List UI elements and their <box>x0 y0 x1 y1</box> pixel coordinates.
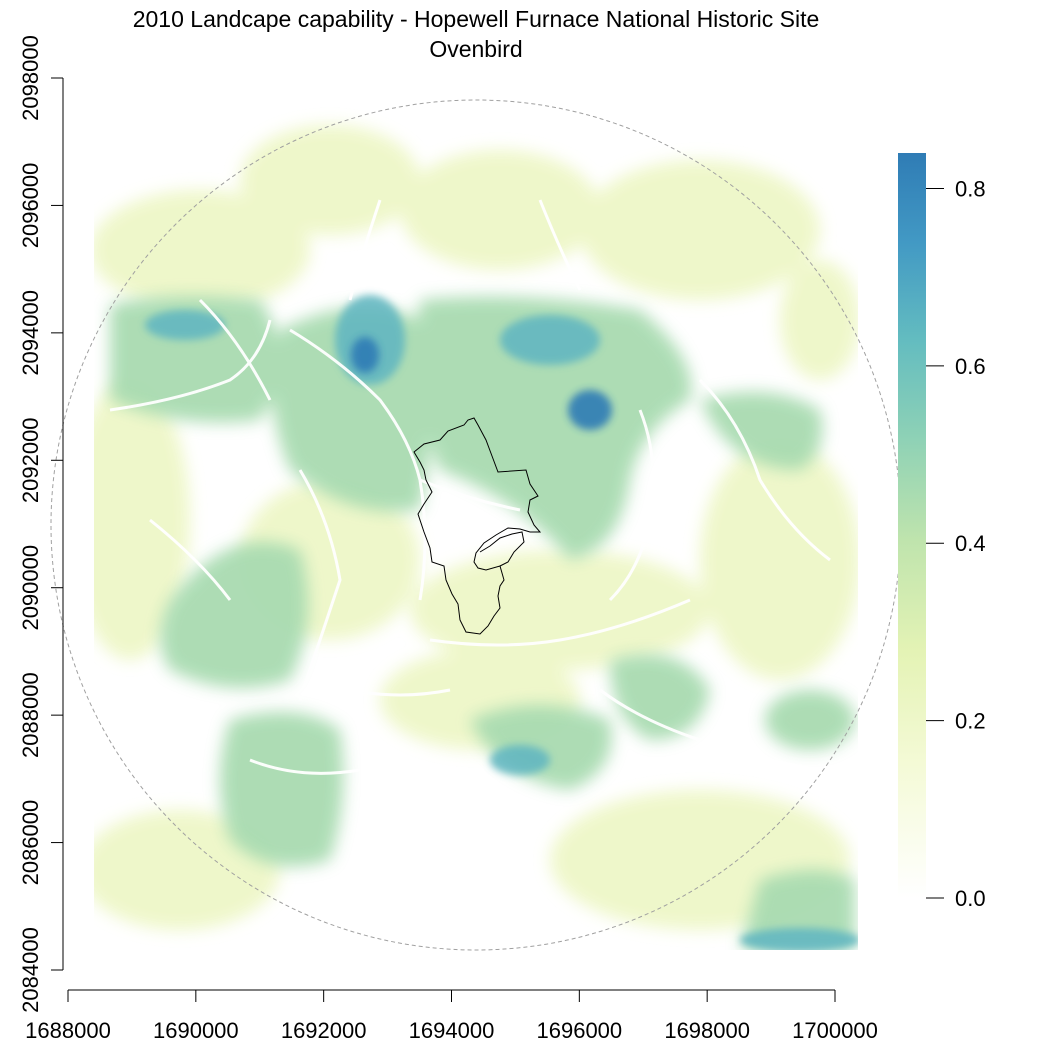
legend-color-bar <box>898 153 926 898</box>
x-tick-label: 1690000 <box>153 1018 239 1043</box>
x-tick-label: 1692000 <box>281 1018 367 1043</box>
x-tick-label: 1698000 <box>664 1018 750 1043</box>
park-boundary <box>413 417 542 635</box>
y-tick-label: 2094000 <box>18 290 43 376</box>
map-title-line2: Ovenbird <box>429 36 523 62</box>
map-title-line1: 2010 Landcape capability - Hopewell Furn… <box>132 6 820 32</box>
y-tick-label: 2092000 <box>18 417 43 503</box>
capability-raster <box>94 100 858 950</box>
legend-tick-label: 0.4 <box>955 531 986 556</box>
legend-tick-label: 0.8 <box>955 176 986 201</box>
x-tick-label: 1696000 <box>537 1018 623 1043</box>
legend-tick-label: 0.2 <box>955 709 986 734</box>
y-tick-label: 2084000 <box>18 927 43 1013</box>
color-legend: 0.0 0.2 0.4 0.6 0.8 <box>898 153 986 911</box>
y-tick-label: 2086000 <box>18 800 43 886</box>
y-tick-label: 2090000 <box>18 545 43 631</box>
x-tick-label: 1688000 <box>25 1018 111 1043</box>
x-axis: 1688000 1690000 1692000 1694000 1696000 16980… <box>25 989 878 1043</box>
x-tick-label: 1694000 <box>409 1018 495 1043</box>
legend-tick-label: 0.6 <box>955 354 986 379</box>
y-tick-label: 2096000 <box>18 163 43 249</box>
y-tick-label: 2088000 <box>18 672 43 758</box>
x-tick-label: 1700000 <box>792 1018 878 1043</box>
y-axis: 2084000 2086000 2088000 2090000 2092000 20940… <box>18 35 64 1013</box>
legend-tick-label: 0.0 <box>955 886 986 911</box>
park-boundary-inner <box>479 531 525 567</box>
y-tick-label: 2098000 <box>18 35 43 121</box>
